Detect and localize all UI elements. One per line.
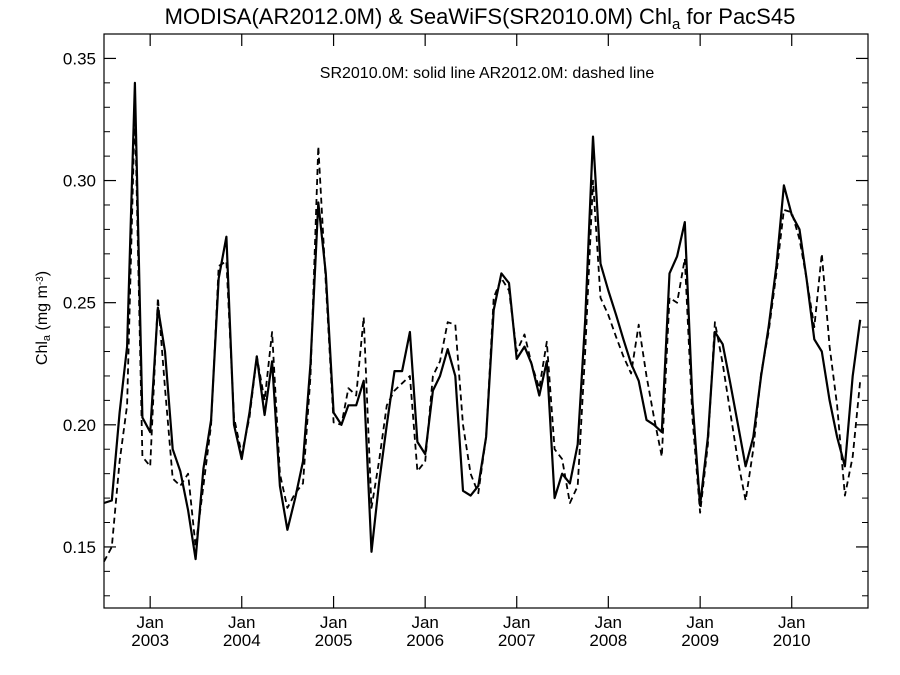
- x-tick-label-month: Jan: [228, 613, 255, 632]
- x-tick-label-year: 2007: [498, 631, 536, 650]
- legend-text: SR2010.0M: solid line AR2012.0M: dashed …: [320, 65, 655, 82]
- y-tick-label: 0.20: [63, 416, 96, 435]
- chart-title-main: MODISA(AR2012.0M) & SeaWiFS(SR2010.0M) C…: [165, 4, 672, 29]
- y-axis-label-subscript: a: [41, 334, 53, 341]
- y-tick-label: 0.15: [63, 538, 96, 557]
- y-tick-label: 0.35: [63, 49, 96, 68]
- x-axis: Jan2003Jan2004Jan2005Jan2006Jan2007Jan20…: [131, 34, 811, 650]
- plot-area-border: [103, 33, 869, 609]
- x-tick-label-year: 2004: [223, 631, 261, 650]
- chart-title-subscript: a: [672, 16, 681, 33]
- x-tick-label-year: 2010: [773, 631, 811, 650]
- x-tick-label-month: Jan: [320, 613, 347, 632]
- x-tick-label-month: Jan: [595, 613, 622, 632]
- x-tick-label-year: 2003: [131, 631, 169, 650]
- chart-title: MODISA(AR2012.0M) & SeaWiFS(SR2010.0M) C…: [165, 4, 796, 33]
- y-axis-label-superscript: -3: [35, 276, 46, 285]
- x-tick-label-month: Jan: [778, 613, 805, 632]
- x-tick-label-year: 2009: [681, 631, 719, 650]
- x-tick-label-year: 2008: [589, 631, 627, 650]
- x-tick-label-month: Jan: [503, 613, 530, 632]
- x-tick-label-month: Jan: [136, 613, 163, 632]
- chart-title-tail: for PacS45: [680, 4, 795, 29]
- x-tick-label-year: 2005: [315, 631, 353, 650]
- x-tick-label-month: Jan: [686, 613, 713, 632]
- series-line-sr2010-0m: [103, 81, 862, 561]
- y-tick-label: 0.30: [63, 172, 96, 191]
- y-tick-label: 0.25: [63, 294, 96, 313]
- x-tick-label-month: Jan: [411, 613, 438, 632]
- y-axis: 0.15 0.20 0.25 0.30 0.35: [63, 49, 868, 597]
- plot-frame: [103, 33, 869, 609]
- y-axis-label-close: ): [34, 271, 51, 276]
- y-axis-label: Chla (mg m-3): [34, 271, 53, 365]
- series-line-ar2012-0m: [103, 106, 862, 563]
- series-lines: [103, 81, 862, 563]
- y-axis-label-main: Chl: [34, 341, 51, 365]
- y-axis-label-unit: (mg m: [34, 285, 51, 335]
- x-tick-label-year: 2006: [406, 631, 444, 650]
